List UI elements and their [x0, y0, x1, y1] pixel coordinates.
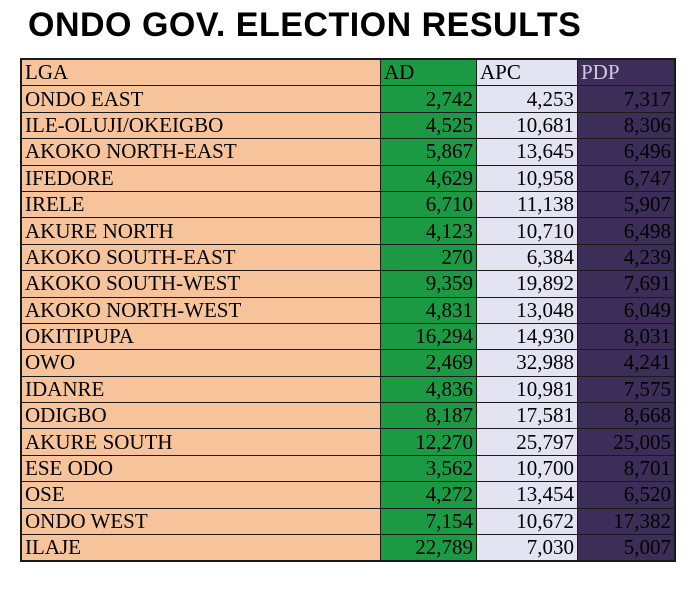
ad-votes-cell: 4,831 [380, 296, 477, 324]
ad-votes-cell: 3,562 [380, 454, 477, 483]
lga-name-cell: ODIGBO [20, 402, 381, 430]
apc-votes-cell: 13,048 [476, 296, 578, 324]
table-row: OKITIPUPA 16,294 14,930 8,031 [20, 322, 676, 351]
ad-votes-cell: 6,710 [380, 190, 477, 219]
lga-name-cell: IRELE [20, 190, 381, 219]
apc-votes-cell: 10,958 [476, 164, 578, 192]
lga-name-cell: ONDO EAST [20, 85, 381, 113]
pdp-votes-cell: 8,668 [577, 402, 676, 430]
table-row: AKOKO SOUTH-EAST 270 6,384 4,239 [20, 243, 676, 272]
apc-votes-cell: 4,253 [476, 85, 578, 113]
pdp-votes-cell: 6,498 [577, 217, 676, 245]
lga-name-cell: IFEDORE [20, 164, 381, 192]
table-row: ESE ODO 3,562 10,700 8,701 [20, 454, 676, 483]
lga-name-cell: AKOKO NORTH-EAST [20, 138, 381, 166]
table-row: ONDO EAST 2,742 4,253 7,317 [20, 85, 676, 113]
pdp-votes-cell: 7,691 [577, 270, 676, 298]
table-row: IDANRE 4,836 10,981 7,575 [20, 375, 676, 404]
apc-votes-cell: 7,030 [476, 534, 578, 562]
table-row: ODIGBO 8,187 17,581 8,668 [20, 402, 676, 430]
pdp-votes-cell: 17,382 [577, 507, 676, 536]
ad-votes-cell: 16,294 [380, 322, 477, 351]
ad-votes-cell: 9,359 [380, 270, 477, 298]
pdp-votes-cell: 5,907 [577, 190, 676, 219]
ad-votes-cell: 4,836 [380, 375, 477, 404]
pdp-votes-cell: 8,306 [577, 111, 676, 140]
lga-name-cell: ILE-OLUJI/OKEIGBO [20, 111, 381, 140]
table-row: AKOKO SOUTH-WEST 9,359 19,892 7,691 [20, 270, 676, 298]
lga-name-cell: ONDO WEST [20, 507, 381, 536]
ad-votes-cell: 12,270 [380, 428, 477, 456]
apc-votes-cell: 10,700 [476, 454, 578, 483]
pdp-votes-cell: 8,031 [577, 322, 676, 351]
ad-votes-cell: 7,154 [380, 507, 477, 536]
pdp-votes-cell: 6,496 [577, 138, 676, 166]
column-header-ad: AD [380, 58, 477, 87]
column-header-pdp: PDP [577, 58, 676, 87]
pdp-votes-cell: 25,005 [577, 428, 676, 456]
lga-name-cell: IDANRE [20, 375, 381, 404]
pdp-votes-cell: 7,317 [577, 85, 676, 113]
pdp-votes-cell: 4,239 [577, 243, 676, 272]
pdp-votes-cell: 6,520 [577, 481, 676, 509]
results-table: LGA AD APC PDP ONDO EAST 2,742 4,253 7,317 ILE-O… [20, 58, 676, 563]
apc-votes-cell: 13,645 [476, 138, 578, 166]
results-table-body: LGA AD APC PDP ONDO EAST 2,742 4,253 7,317 ILE-O… [20, 58, 676, 562]
apc-votes-cell: 10,981 [476, 375, 578, 404]
ad-votes-cell: 2,469 [380, 349, 477, 377]
table-row: OSE 4,272 13,454 6,520 [20, 481, 676, 509]
column-header-apc: APC [476, 58, 578, 87]
apc-votes-cell: 17,581 [476, 402, 578, 430]
pdp-votes-cell: 6,049 [577, 296, 676, 324]
apc-votes-cell: 19,892 [476, 270, 578, 298]
ad-votes-cell: 4,525 [380, 111, 477, 140]
apc-votes-cell: 10,672 [476, 507, 578, 536]
table-row: AKOKO NORTH-EAST 5,867 13,645 6,496 [20, 138, 676, 166]
ad-votes-cell: 2,742 [380, 85, 477, 113]
apc-votes-cell: 13,454 [476, 481, 578, 509]
apc-votes-cell: 10,681 [476, 111, 578, 140]
pdp-votes-cell: 6,747 [577, 164, 676, 192]
table-row: ILE-OLUJI/OKEIGBO 4,525 10,681 8,306 [20, 111, 676, 140]
pdp-votes-cell: 7,575 [577, 375, 676, 404]
lga-name-cell: ESE ODO [20, 454, 381, 483]
ad-votes-cell: 22,789 [380, 534, 477, 562]
pdp-votes-cell: 8,701 [577, 454, 676, 483]
lga-name-cell: ILAJE [20, 534, 381, 562]
ad-votes-cell: 270 [380, 243, 477, 272]
lga-name-cell: OWO [20, 349, 381, 377]
apc-votes-cell: 32,988 [476, 349, 578, 377]
lga-name-cell: AKOKO NORTH-WEST [20, 296, 381, 324]
lga-name-cell: AKURE NORTH [20, 217, 381, 245]
ad-votes-cell: 5,867 [380, 138, 477, 166]
ad-votes-cell: 4,123 [380, 217, 477, 245]
table-row: OWO 2,469 32,988 4,241 [20, 349, 676, 377]
ad-votes-cell: 4,272 [380, 481, 477, 509]
table-row: ONDO WEST 7,154 10,672 17,382 [20, 507, 676, 536]
apc-votes-cell: 25,797 [476, 428, 578, 456]
ad-votes-cell: 4,629 [380, 164, 477, 192]
pdp-votes-cell: 5,007 [577, 534, 676, 562]
table-row: AKOKO NORTH-WEST 4,831 13,048 6,049 [20, 296, 676, 324]
table-header-row: LGA AD APC PDP [20, 58, 676, 87]
lga-name-cell: AKURE SOUTH [20, 428, 381, 456]
table-row: AKURE NORTH 4,123 10,710 6,498 [20, 217, 676, 245]
table-row: ILAJE 22,789 7,030 5,007 [20, 534, 676, 562]
apc-votes-cell: 14,930 [476, 322, 578, 351]
apc-votes-cell: 6,384 [476, 243, 578, 272]
lga-name-cell: OKITIPUPA [20, 322, 381, 351]
lga-name-cell: AKOKO SOUTH-EAST [20, 243, 381, 272]
lga-name-cell: OSE [20, 481, 381, 509]
pdp-votes-cell: 4,241 [577, 349, 676, 377]
table-row: IFEDORE 4,629 10,958 6,747 [20, 164, 676, 192]
page-title: ONDO GOV. ELECTION RESULTS [28, 6, 582, 44]
table-row: IRELE 6,710 11,138 5,907 [20, 190, 676, 219]
apc-votes-cell: 10,710 [476, 217, 578, 245]
table-row: AKURE SOUTH 12,270 25,797 25,005 [20, 428, 676, 456]
lga-name-cell: AKOKO SOUTH-WEST [20, 270, 381, 298]
apc-votes-cell: 11,138 [476, 190, 578, 219]
ad-votes-cell: 8,187 [380, 402, 477, 430]
column-header-lga: LGA [20, 58, 381, 87]
